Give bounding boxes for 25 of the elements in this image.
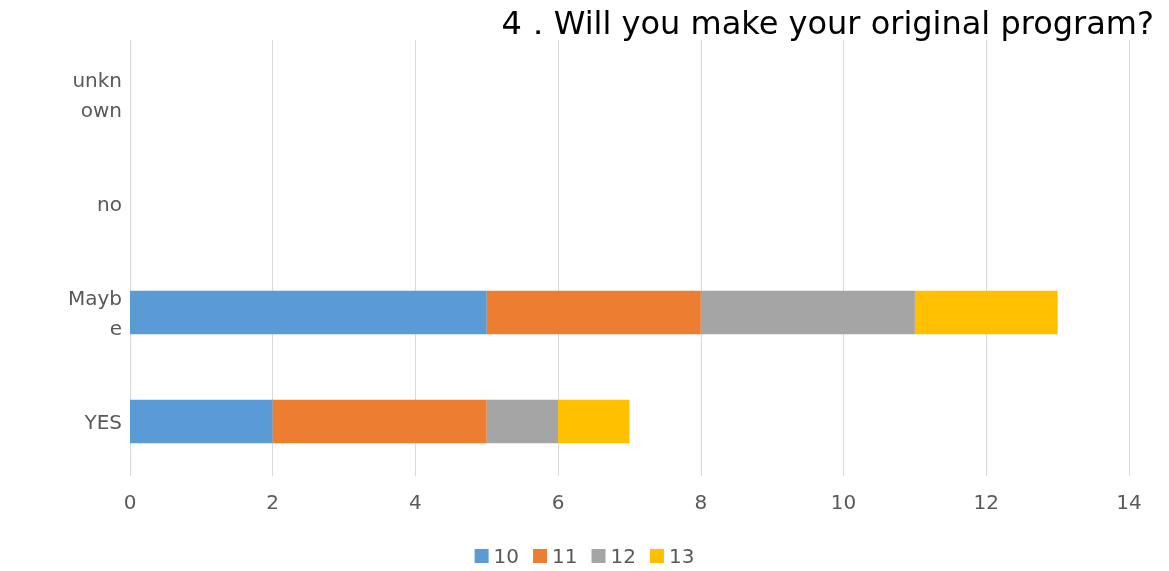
bar (486, 290, 701, 335)
y-tick-label: YES (83, 409, 122, 434)
x-tick-label: 2 (266, 490, 280, 514)
legend-label: 13 (668, 544, 695, 568)
x-tick-label: 0 (123, 490, 137, 514)
x-tick-label: 10 (830, 490, 857, 514)
chart-title: 4．Will you make your original program? (501, 4, 1154, 42)
x-tick-label: 6 (551, 490, 565, 514)
bar (130, 290, 487, 335)
bar (130, 399, 273, 444)
bar (486, 399, 559, 444)
x-tick-label: 12 (973, 490, 1000, 514)
legend-label: 12 (610, 544, 636, 568)
y-tick-label: no (97, 191, 122, 216)
y-tick-label: Maybe (67, 285, 122, 340)
y-tick-label: unknown (72, 67, 122, 122)
x-tick-label: 8 (694, 490, 708, 514)
bar (700, 290, 915, 335)
bar (272, 399, 487, 444)
bar (558, 399, 630, 444)
x-tick-label: 14 (1116, 490, 1142, 514)
legend-label: 11 (552, 544, 578, 568)
legend-label: 10 (493, 544, 520, 568)
bar (914, 290, 1058, 335)
x-tick-label: 4 (409, 490, 422, 514)
